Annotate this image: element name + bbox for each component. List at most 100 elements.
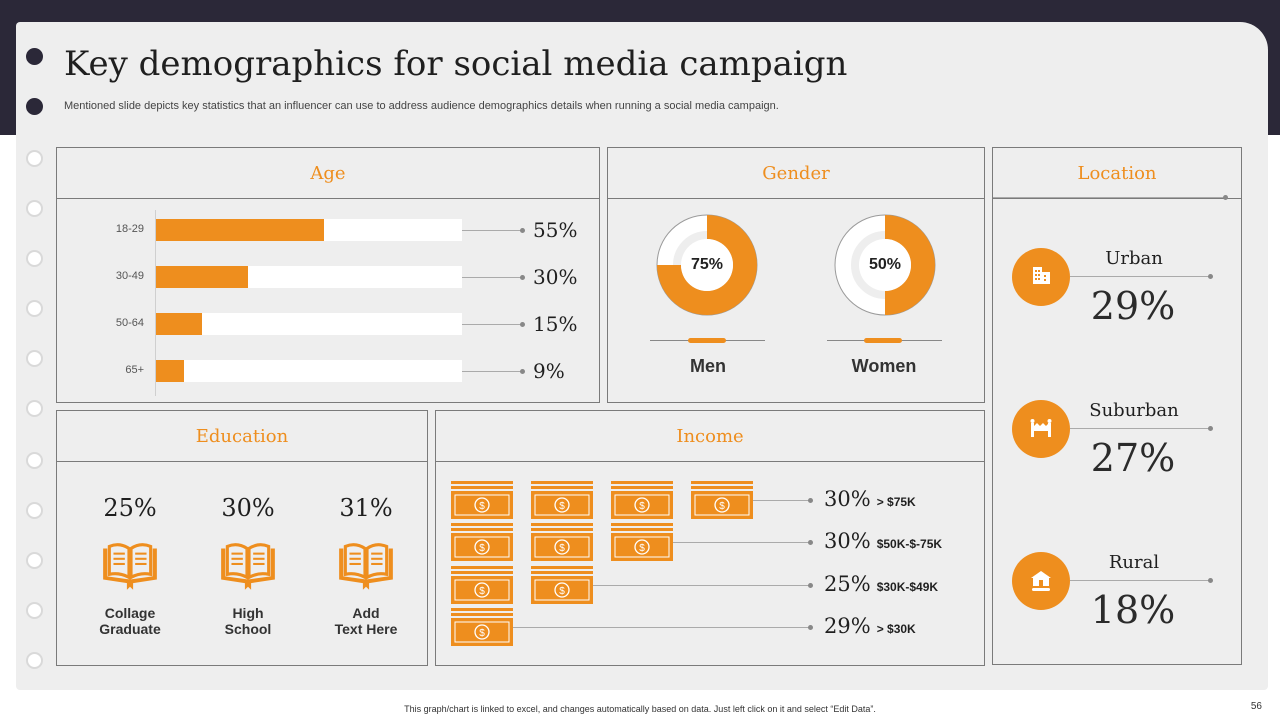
age-value-label: 30% <box>533 265 578 289</box>
age-leader-dot <box>520 228 525 233</box>
income-value: 30% > $75K <box>824 487 916 511</box>
education-label-line1: High <box>232 605 264 621</box>
gender-panel: Gender <box>607 147 985 403</box>
age-leader-line <box>462 230 522 231</box>
men-donut <box>656 214 758 316</box>
svg-text:$: $ <box>719 501 725 512</box>
education-value: 30% <box>221 494 275 522</box>
money-icon: $ <box>451 481 513 519</box>
open-book-icon <box>339 543 393 590</box>
location-icon-circle <box>1012 400 1070 458</box>
svg-text:$: $ <box>479 586 485 597</box>
location-value: 18% <box>1090 588 1176 632</box>
education-label-line2: Text Here <box>334 621 398 637</box>
money-icon: $ <box>531 523 593 561</box>
svg-text:$: $ <box>639 501 645 512</box>
location-icon-circle <box>1012 552 1070 610</box>
age-heading: Age <box>57 148 599 199</box>
location-name: Suburban <box>1089 400 1179 421</box>
location-leader-dot <box>1208 578 1213 583</box>
money-icon: $ <box>611 481 673 519</box>
age-value-label: 55% <box>533 218 578 242</box>
income-value: 29% > $30K <box>824 614 916 638</box>
age-bar-track <box>156 266 462 288</box>
location-leader-dot <box>1208 274 1213 279</box>
education-label-line1: Collage <box>104 605 156 621</box>
income-leader-line <box>593 585 810 586</box>
education-value: 31% <box>339 494 393 522</box>
open-book-icon <box>103 543 157 590</box>
location-leader-line <box>1070 428 1210 429</box>
income-range: > $75K <box>876 495 916 509</box>
income-percent: 29% <box>824 614 871 638</box>
location-leader-line <box>1070 580 1210 581</box>
location-leader-dot <box>1208 426 1213 431</box>
education-heading: Education <box>57 411 427 462</box>
binder-hole <box>26 452 43 469</box>
income-percent: 25% <box>824 572 871 596</box>
page-subtitle: Mentioned slide depicts key statistics t… <box>64 100 779 112</box>
age-bar <box>156 360 184 382</box>
location-heading-line <box>993 197 1225 198</box>
location-panel: Location <box>992 147 1242 665</box>
open-book-icon <box>221 543 275 590</box>
age-panel: Age <box>56 147 600 403</box>
location-value: 29% <box>1090 284 1176 328</box>
binder-hole <box>26 200 43 217</box>
money-icon: $ <box>451 566 513 604</box>
svg-text:$: $ <box>479 543 485 554</box>
men-label: Men <box>690 356 726 376</box>
age-bar <box>156 313 202 335</box>
money-icon: $ <box>451 608 513 646</box>
income-range: > $30K <box>876 622 916 636</box>
money-icon: $ <box>451 523 513 561</box>
age-category-label: 18-29 <box>115 223 144 235</box>
women-divider-marker <box>864 338 902 343</box>
binder-hole <box>26 150 43 167</box>
income-leader-dot <box>808 625 813 630</box>
age-bar-track <box>156 360 462 382</box>
income-leader-line <box>753 500 810 501</box>
age-leader-dot <box>520 275 525 280</box>
svg-text:$: $ <box>559 501 565 512</box>
income-leader-line <box>513 627 810 628</box>
binder-hole <box>26 98 43 115</box>
svg-text:$: $ <box>559 586 565 597</box>
age-leader-dot <box>520 369 525 374</box>
education-label-line1: Add <box>352 605 380 621</box>
binder-hole <box>26 502 43 519</box>
svg-text:$: $ <box>639 543 645 554</box>
income-leader-dot <box>808 540 813 545</box>
location-value: 27% <box>1090 436 1176 480</box>
education-label: Collage Graduate <box>80 605 180 637</box>
binder-hole <box>26 602 43 619</box>
income-value: 25% $30K-$49K <box>824 572 938 596</box>
age-leader-line <box>462 277 522 278</box>
gender-heading: Gender <box>608 148 984 199</box>
location-heading-dot <box>1223 195 1228 200</box>
age-bar-track <box>156 219 462 241</box>
men-donut-slice <box>657 215 757 315</box>
age-category-label: 65+ <box>125 364 144 376</box>
women-label: Women <box>851 356 917 376</box>
page-number: 56 <box>1250 701 1262 712</box>
farm-icon <box>1031 571 1051 591</box>
binder-hole <box>26 400 43 417</box>
age-bar-track <box>156 313 462 335</box>
education-label-line2: Graduate <box>99 621 161 637</box>
education-value: 25% <box>103 494 157 522</box>
age-bar <box>156 219 325 241</box>
binder-hole <box>26 350 43 367</box>
binder-hole <box>26 48 43 65</box>
svg-text:$: $ <box>479 501 485 512</box>
income-range: $50K-$-75K <box>876 537 943 551</box>
location-name: Urban <box>1105 248 1163 269</box>
binder-hole <box>26 652 43 669</box>
page-title: Key demographics for social media campai… <box>64 44 848 84</box>
income-heading: Income <box>436 411 984 462</box>
income-value: 30% $50K-$-75K <box>824 529 942 553</box>
income-leader-line <box>673 542 810 543</box>
men-donut-value: 75% <box>690 256 724 273</box>
age-category-label: 30-49 <box>115 270 144 282</box>
men-divider-marker <box>688 338 726 343</box>
